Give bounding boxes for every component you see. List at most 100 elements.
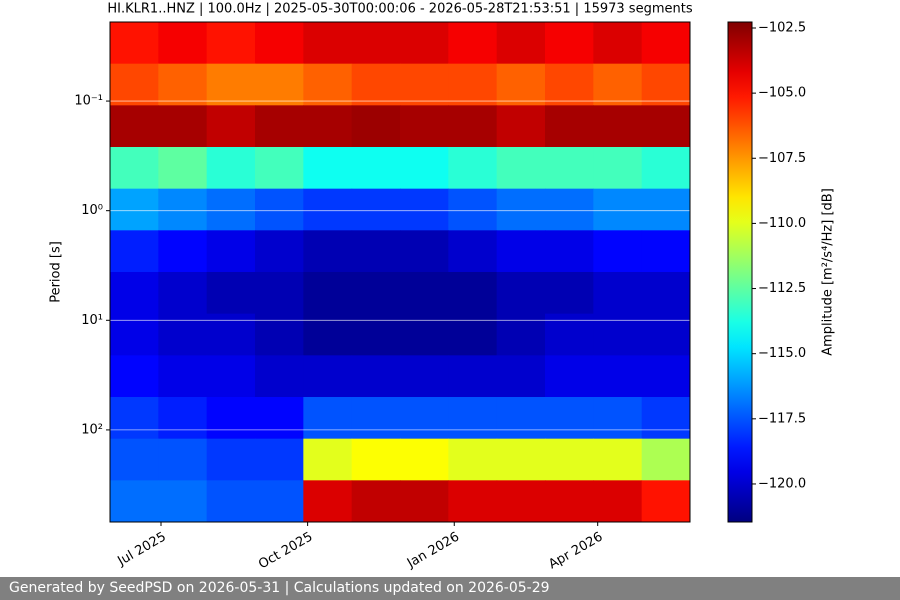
cell [255,480,304,523]
cell [641,355,691,398]
colorbar-tick-label: −112.5 [758,281,806,296]
cell [158,397,208,440]
cell [545,147,594,190]
cell [110,63,159,106]
colorbar-tick-label: −115.0 [758,346,806,361]
cell [303,230,353,273]
cell [448,63,498,106]
x-tick-label: Apr 2026 [546,530,605,573]
cell [110,480,159,523]
x-tick-label: Jan 2026 [404,530,462,572]
y-tick-label: 10¹ [81,313,103,328]
cell [448,480,498,523]
cell [158,313,208,356]
cell [255,230,304,273]
chart: HI.KLR1..HNZ | 100.0Hz | 2025-05-30T00:0… [49,2,836,573]
cell [448,230,498,273]
cell [351,188,401,231]
cell [206,272,256,315]
cell [400,397,449,440]
cell [448,147,498,190]
cell [496,147,546,190]
colorbar [727,21,753,523]
cell [351,313,401,356]
cell [448,188,498,231]
cell [496,188,546,231]
cell [158,355,208,398]
cell [400,188,449,231]
cell [545,63,594,106]
cell [593,230,643,273]
cell [448,272,498,315]
cell [593,272,643,315]
cell [496,105,546,148]
cell [593,63,643,106]
cell [206,22,256,65]
cell [641,147,691,190]
colorbar-tick-label: −102.5 [758,20,806,35]
cell [206,397,256,440]
cell [448,313,498,356]
cell [303,438,353,481]
colorbar-tick-label: −110.0 [758,216,806,231]
cell [400,272,449,315]
cell [206,230,256,273]
cell [496,63,546,106]
cell [206,63,256,106]
colorbar-tick-label: −117.5 [758,411,806,426]
cell [400,147,449,190]
cell [255,147,304,190]
cell [110,22,159,65]
y-tick-label: 10⁻¹ [74,94,103,109]
cell [593,480,643,523]
chart-title: HI.KLR1..HNZ | 100.0Hz | 2025-05-30T00:0… [107,2,692,17]
cell [641,480,691,523]
cell [158,63,208,106]
cell [351,272,401,315]
cell [206,105,256,148]
cell [496,230,546,273]
colorbar-label: Amplitude [m²/s⁴/Hz] [dB] [821,188,836,356]
cell [303,313,353,356]
cell [545,272,594,315]
cell [351,355,401,398]
cell [351,22,401,65]
cell [496,22,546,65]
cell [593,188,643,231]
cell [110,438,159,481]
cell [545,438,594,481]
cell [255,105,304,148]
cell [400,480,449,523]
cell [110,147,159,190]
cell [110,313,159,356]
cell [303,480,353,523]
cell [303,22,353,65]
cell [545,188,594,231]
cell [255,397,304,440]
cell [303,272,353,315]
cell [593,147,643,190]
cell [110,188,159,231]
plot-frame [109,21,691,523]
cell [448,438,498,481]
cell [351,63,401,106]
colorbar-tick-label: −120.0 [758,476,806,491]
cell [158,22,208,65]
cell [206,355,256,398]
cell [255,22,304,65]
cell [400,22,449,65]
cell [158,188,208,231]
cell [110,272,159,315]
cell [255,438,304,481]
y-axis-label: Period [s] [49,241,64,303]
cell [641,397,691,440]
y-tick-label: 10² [81,422,103,437]
cell [303,188,353,231]
cell [641,63,691,106]
cell [255,188,304,231]
cell [255,313,304,356]
cell [400,355,449,398]
colorbar-tick-label: −107.5 [758,151,806,166]
cell [158,230,208,273]
